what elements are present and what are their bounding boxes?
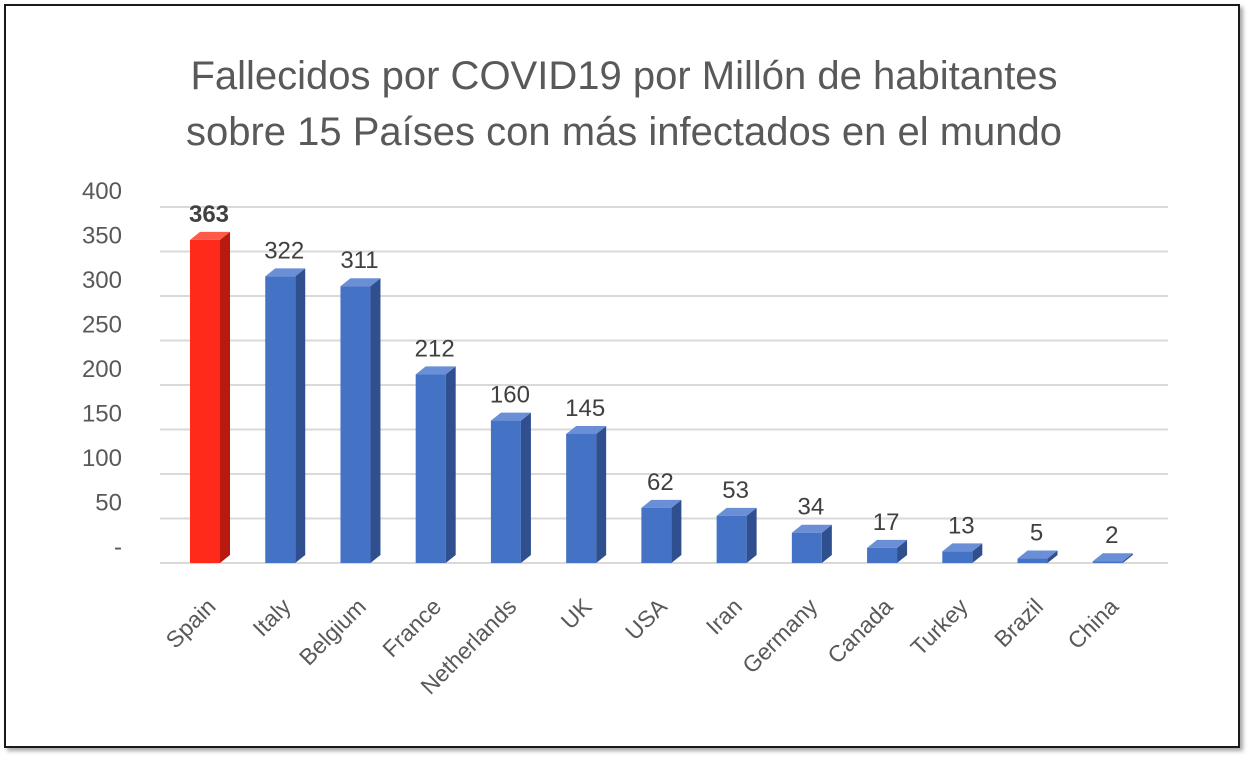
bar-france <box>415 366 456 563</box>
y-tick-label-200: 200 <box>82 356 122 383</box>
data-label-canada: 17 <box>873 509 900 536</box>
bar-top <box>1017 550 1058 559</box>
category-label-spain: Spain <box>161 593 221 653</box>
bar-turkey <box>942 543 983 563</box>
gridlines <box>160 206 1168 564</box>
bar-side <box>821 524 832 563</box>
bar-front <box>791 532 822 563</box>
bar-germany <box>791 524 832 563</box>
bar-netherlands <box>490 412 531 563</box>
bar-front <box>415 374 446 563</box>
y-tick-label-250: 250 <box>82 312 122 339</box>
data-label-brazil: 5 <box>1030 520 1043 547</box>
bar-front <box>641 507 672 563</box>
bar-front <box>716 515 747 563</box>
category-label-france: France <box>377 593 446 662</box>
bar-brazil <box>1017 550 1058 563</box>
y-axis-tick-labels: - 50 100 150 200 250 300 350 400 <box>82 178 122 561</box>
data-label-france: 212 <box>415 335 455 362</box>
category-label-china: China <box>1062 593 1123 654</box>
category-label-turkey: Turkey <box>905 593 973 661</box>
y-tick-label-0: - <box>114 534 122 561</box>
bar-top <box>716 507 757 516</box>
bar-side <box>520 412 531 563</box>
bar-side <box>746 507 757 563</box>
bar-canada <box>867 539 908 563</box>
category-label-germany: Germany <box>737 593 823 679</box>
data-label-usa: 62 <box>647 469 674 496</box>
bar-belgium <box>340 278 381 563</box>
y-tick-label-50: 50 <box>95 490 122 517</box>
category-label-belgium: Belgium <box>294 593 371 670</box>
bar-front <box>1017 558 1048 563</box>
category-label-canada: Canada <box>822 593 898 669</box>
bar-side <box>445 366 456 563</box>
data-label-netherlands: 160 <box>490 382 530 409</box>
category-label-iran: Iran <box>701 593 747 639</box>
bars <box>190 231 1133 563</box>
data-label-iran: 53 <box>722 477 749 504</box>
bar-iran <box>716 507 757 563</box>
bar-usa <box>641 499 682 563</box>
bar-china <box>1092 553 1133 563</box>
bar-top <box>1092 553 1133 562</box>
chart-title: Fallecidos por COVID19 por Millón de hab… <box>6 48 1242 160</box>
bar-side <box>897 539 908 563</box>
chart-title-line-1: Fallecidos por COVID19 por Millón de hab… <box>190 54 1058 98</box>
y-tick-label-300: 300 <box>82 267 122 294</box>
data-label-spain: 363 <box>189 201 229 228</box>
data-label-uk: 145 <box>565 395 605 422</box>
bar-front <box>490 420 521 563</box>
bar-top <box>942 543 983 552</box>
data-label-turkey: 13 <box>948 512 975 539</box>
data-label-italy: 322 <box>264 237 304 264</box>
category-label-italy: Italy <box>248 593 297 642</box>
bar-side <box>295 268 306 563</box>
bar-italy <box>265 268 306 563</box>
y-tick-label-100: 100 <box>82 445 122 472</box>
bar-side <box>220 231 230 563</box>
chart-title-line-2: sobre 15 Países con más infectados en el… <box>185 110 1063 154</box>
bar-top <box>867 539 908 548</box>
data-label-china: 2 <box>1105 522 1118 549</box>
category-label-brazil: Brazil <box>989 593 1048 652</box>
bar-top <box>265 268 306 277</box>
bar-front <box>265 276 296 563</box>
y-tick-label-400: 400 <box>82 178 122 205</box>
bar-front <box>340 286 371 563</box>
bar-top <box>190 231 230 240</box>
bar-side <box>1122 553 1133 563</box>
bar-top <box>490 412 531 421</box>
bar-front <box>190 239 220 563</box>
category-label-uk: UK <box>556 593 597 634</box>
bar-side <box>671 499 682 563</box>
bar-uk <box>566 425 607 563</box>
bar-top <box>340 278 381 287</box>
data-labels: 363 322 311 212 160 145 62 53 34 17 13 5 2 <box>189 201 1118 549</box>
bar-spain <box>190 231 230 563</box>
bar-side <box>370 278 381 563</box>
bar-side <box>596 425 607 563</box>
bar-front <box>566 433 597 563</box>
bar-top <box>415 366 456 375</box>
category-label-usa: USA <box>620 593 672 645</box>
bar-top <box>641 499 682 508</box>
data-label-belgium: 311 <box>340 247 378 274</box>
data-label-germany: 34 <box>797 494 824 521</box>
bar-top <box>566 425 607 434</box>
y-tick-label-150: 150 <box>82 401 122 428</box>
bar-side <box>1047 550 1058 563</box>
bar-top <box>791 524 832 533</box>
bar-front <box>942 551 973 563</box>
y-tick-label-350: 350 <box>82 223 122 250</box>
bar-front <box>1092 561 1123 563</box>
bar-front <box>867 547 898 563</box>
bar-side <box>972 543 983 563</box>
